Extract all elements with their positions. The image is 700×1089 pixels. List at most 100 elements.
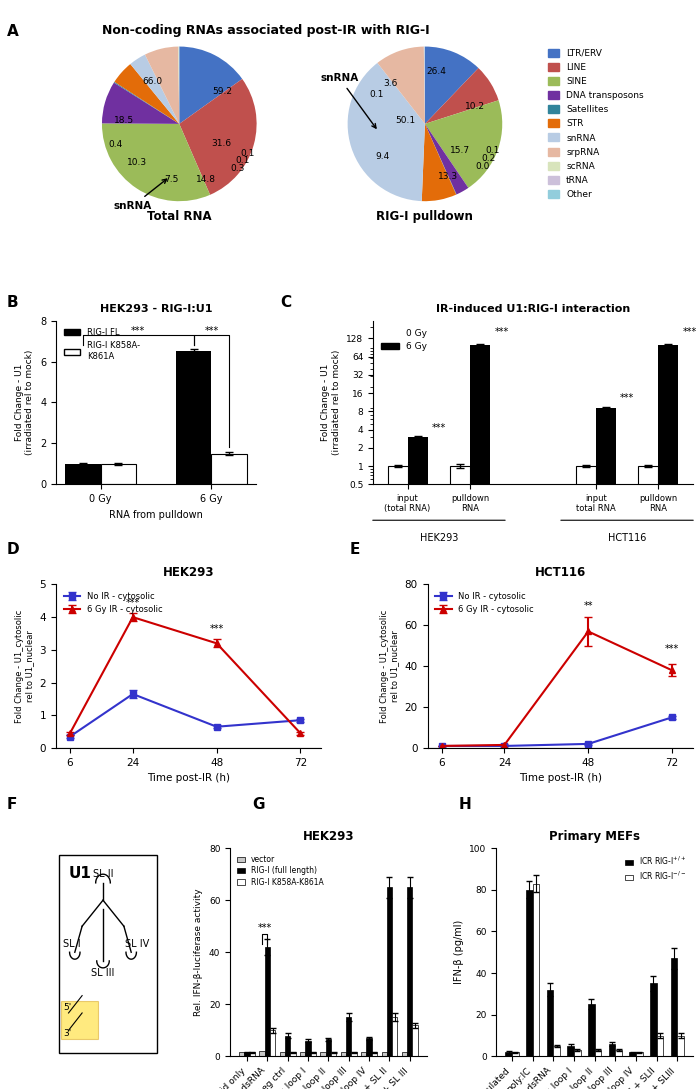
Title: HEK293: HEK293 (302, 830, 354, 843)
Text: H: H (458, 797, 471, 812)
Text: 0.1: 0.1 (486, 146, 500, 156)
Bar (575, 466, 596, 1089)
Bar (533, 883, 539, 1056)
Bar (260, 1051, 265, 1056)
Bar (595, 1050, 601, 1056)
Text: ***: *** (620, 393, 634, 403)
Wedge shape (114, 82, 179, 124)
Wedge shape (425, 124, 468, 195)
Bar (650, 983, 657, 1056)
Bar (387, 888, 392, 1056)
Title: HCT116: HCT116 (535, 566, 586, 579)
Bar (388, 466, 407, 1089)
Bar (367, 1038, 372, 1056)
Text: 7.5: 7.5 (164, 175, 178, 184)
Text: 0.1: 0.1 (370, 90, 384, 99)
Bar (470, 345, 491, 1089)
Text: D: D (7, 542, 20, 558)
Legend: No IR - cytosolic, 6 Gy IR - cytosolic: No IR - cytosolic, 6 Gy IR - cytosolic (432, 588, 538, 617)
Wedge shape (178, 47, 179, 124)
Text: 0.2: 0.2 (481, 155, 496, 163)
Bar (407, 888, 412, 1056)
Text: 13.3: 13.3 (438, 172, 458, 181)
Text: 3': 3' (63, 1029, 71, 1038)
Bar (596, 408, 616, 1089)
Wedge shape (424, 47, 425, 124)
Text: G: G (252, 797, 265, 812)
Y-axis label: Fold Change - U1_cytosolic
rel to U1_nuclear: Fold Change - U1_cytosolic rel to U1_nuc… (15, 610, 34, 723)
X-axis label: Time post-IR (h): Time post-IR (h) (147, 773, 230, 783)
Legend: ICR RIG-I$^{+/+}$, ICR RIG-I$^{-/-}$: ICR RIG-I$^{+/+}$, ICR RIG-I$^{-/-}$ (622, 852, 690, 885)
Legend: LTR/ERV, LINE, SINE, DNA transposons, Satellites, STR, snRNA, srpRNA, scRNA, tRN: LTR/ERV, LINE, SINE, DNA transposons, Sa… (545, 46, 648, 203)
Bar (392, 1017, 398, 1056)
Bar (250, 1052, 255, 1056)
Text: ***: *** (126, 598, 140, 608)
Wedge shape (421, 124, 456, 201)
Bar (547, 990, 553, 1056)
Bar (341, 1052, 346, 1056)
Wedge shape (425, 47, 478, 124)
Bar (526, 890, 533, 1056)
Text: ***: *** (682, 327, 697, 337)
Wedge shape (425, 100, 503, 187)
Wedge shape (114, 64, 179, 124)
Bar (305, 1041, 311, 1056)
Text: 0.1: 0.1 (240, 149, 255, 158)
Y-axis label: Fold Change - U1
(irradiated rel to mock): Fold Change - U1 (irradiated rel to mock… (321, 350, 341, 455)
Bar (553, 1045, 560, 1056)
Wedge shape (102, 123, 210, 201)
Bar (659, 345, 678, 1089)
Legend: No IR - cytosolic, 6 Gy IR - cytosolic: No IR - cytosolic, 6 Gy IR - cytosolic (60, 588, 166, 617)
Bar (176, 352, 211, 485)
Bar (346, 1017, 351, 1056)
Wedge shape (145, 47, 179, 124)
Bar (450, 466, 470, 1089)
Text: 14.8: 14.8 (197, 175, 216, 184)
Bar (638, 466, 659, 1089)
X-axis label: Time post-IR (h): Time post-IR (h) (519, 773, 602, 783)
Text: F: F (7, 797, 18, 812)
Bar (326, 1039, 331, 1056)
Wedge shape (424, 47, 425, 124)
Wedge shape (425, 68, 498, 124)
Bar (372, 1052, 377, 1056)
Title: Primary MEFs: Primary MEFs (550, 830, 640, 843)
Wedge shape (179, 47, 242, 124)
Text: Non-coding RNAs associated post-IR with RIG-I: Non-coding RNAs associated post-IR with … (102, 24, 430, 37)
Text: snRNA: snRNA (113, 179, 167, 211)
Y-axis label: IFN-β (pg/ml): IFN-β (pg/ml) (454, 920, 464, 984)
Bar (678, 1036, 684, 1056)
Wedge shape (102, 83, 179, 124)
Legend: 0 Gy, 6 Gy: 0 Gy, 6 Gy (377, 326, 431, 355)
Wedge shape (179, 79, 257, 195)
Text: HEK293: HEK293 (420, 534, 458, 543)
Bar (382, 1052, 387, 1056)
Text: ***: *** (432, 423, 446, 432)
Text: 59.2: 59.2 (212, 87, 232, 96)
Text: SL II: SL II (93, 869, 113, 880)
Text: ***: *** (204, 326, 218, 337)
Text: 9.4: 9.4 (375, 151, 389, 161)
Bar (244, 1052, 250, 1056)
Bar (568, 1045, 574, 1056)
Y-axis label: Fold Change - U1_cytosolic
rel to U1_nuclear: Fold Change - U1_cytosolic rel to U1_nuc… (380, 610, 399, 723)
X-axis label: RNA from pulldown: RNA from pulldown (109, 510, 203, 519)
Bar (280, 1052, 285, 1056)
Text: 0.0: 0.0 (476, 162, 490, 171)
Legend: RIG-I FL, RIG-I K858A-
K861A: RIG-I FL, RIG-I K858A- K861A (60, 325, 144, 364)
Text: 66.0: 66.0 (142, 77, 162, 86)
Text: 0.1: 0.1 (235, 157, 250, 166)
Text: ***: *** (494, 327, 509, 337)
Bar (402, 1052, 407, 1056)
Text: 15.7: 15.7 (449, 146, 470, 156)
Title: RIG-I pulldown: RIG-I pulldown (377, 210, 473, 223)
Bar (311, 1052, 316, 1056)
Wedge shape (348, 63, 425, 201)
Text: E: E (350, 542, 360, 558)
Text: HCT116: HCT116 (608, 534, 646, 543)
Text: ***: *** (209, 624, 224, 634)
Text: B: B (7, 295, 19, 310)
Text: ***: *** (258, 923, 272, 933)
Title: IR-induced U1:RIG-I interaction: IR-induced U1:RIG-I interaction (436, 304, 630, 315)
Text: 50.1: 50.1 (395, 115, 416, 124)
